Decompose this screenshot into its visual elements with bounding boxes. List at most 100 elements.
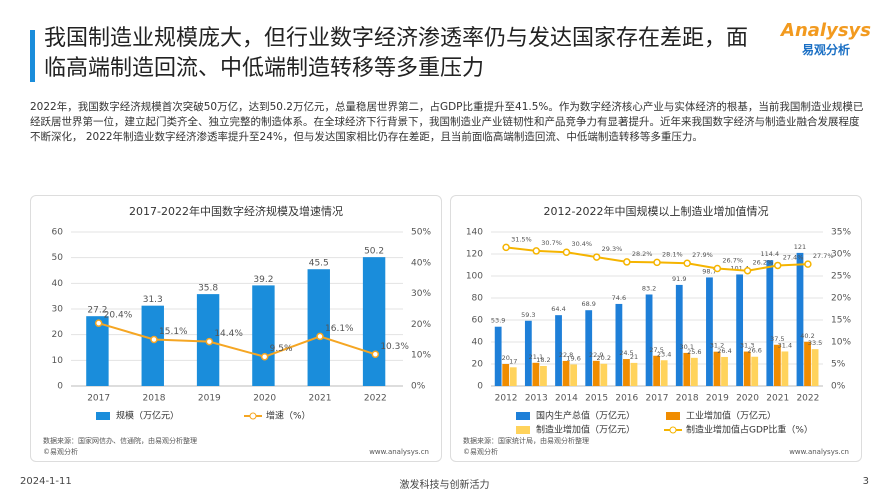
bar-label: 30.1 <box>680 343 694 351</box>
bar <box>796 252 804 386</box>
chart: 2012-2022年中国规模以上制造业增加值情况 0 20 40 60 80 100 120 1… <box>463 204 851 456</box>
y2-tick-label: 30% <box>831 250 851 260</box>
bar <box>524 320 532 386</box>
bar <box>713 351 721 386</box>
line-label: 28.2% <box>632 250 653 258</box>
bar-label: 27.5 <box>649 346 663 354</box>
bar-label: 24.5 <box>619 349 633 357</box>
bar <box>743 351 751 386</box>
x-tick-label: 2017 <box>87 394 110 404</box>
bar-label: 68.9 <box>581 300 595 308</box>
line-point <box>683 259 691 267</box>
paragraph: 2022年，我国数字经济规模首次突破50万亿，达到50.2万亿元，总量稳居世界第… <box>30 101 864 143</box>
bar-label: 35.8 <box>198 284 218 294</box>
bar <box>766 260 774 386</box>
y2-tick-label: 0% <box>831 382 846 392</box>
bar <box>585 310 593 386</box>
legend-label: 规模（万亿元） <box>116 410 179 422</box>
source-note: 数据来源：国家网信办、信通院，由易观分析整理 <box>43 436 197 445</box>
y-tick-label: 40 <box>52 279 64 289</box>
line-label: 20.4% <box>104 311 133 321</box>
bar <box>600 363 608 386</box>
line-point <box>150 335 158 344</box>
bar-label: 33.5 <box>808 339 822 347</box>
y-tick-label: 140 <box>466 228 483 238</box>
bar <box>362 257 386 386</box>
x-tick-label: 2019 <box>706 394 729 404</box>
x-tick-label: 2021 <box>766 394 789 404</box>
bar-label: 50.2 <box>364 247 384 257</box>
line-label: 29.3% <box>602 245 623 253</box>
y2-tick-label: 30% <box>411 289 431 299</box>
legend-label: 制造业增加值占GDP比重（%） <box>686 424 813 436</box>
bar <box>540 365 547 386</box>
footer-slogan: 激发科技与创新活力 <box>399 480 490 491</box>
line-label: 28.1% <box>662 250 683 258</box>
y2-tick-label: 20% <box>831 294 851 304</box>
legend-label: 工业增加值（万亿元） <box>686 410 776 422</box>
line-point <box>371 350 380 359</box>
y-tick-label: 100 <box>466 272 483 282</box>
x-tick-label: 2020 <box>253 394 276 404</box>
source-note: 数据来源：国家统计局，由易观分析整理 <box>463 436 589 445</box>
bar-label: 27.2 <box>87 306 107 316</box>
line-point <box>532 247 541 255</box>
bar-label: 20 <box>502 354 510 362</box>
bar-label: 22.8 <box>559 351 573 359</box>
bar-label: 114.4 <box>760 250 779 258</box>
x-tick-label: 2018 <box>676 394 699 404</box>
bar <box>811 349 819 386</box>
line-point <box>260 352 269 361</box>
bar-label: 101.4 <box>730 264 749 272</box>
line-label: 26.2% <box>753 259 774 267</box>
line-point <box>592 253 601 261</box>
bar <box>721 356 728 386</box>
bar-label: 21.1 <box>529 353 543 361</box>
line-label: 31.5% <box>511 235 532 243</box>
bar-label: 22.9 <box>589 351 603 359</box>
legend-swatch <box>666 412 680 420</box>
y-tick-label: 10 <box>52 356 64 366</box>
y2-tick-label: 20% <box>411 320 431 330</box>
bar <box>675 284 683 386</box>
y-tick-label: 20 <box>472 360 484 370</box>
legend-swatch <box>516 412 530 420</box>
line-point <box>205 337 214 346</box>
website: www.analysys.cn <box>789 448 849 456</box>
bar <box>630 362 638 386</box>
x-tick-label: 2014 <box>555 394 578 404</box>
x-tick-label: 2015 <box>585 394 608 404</box>
copyright: ©易观分析 <box>43 447 78 456</box>
y2-tick-label: 0% <box>411 382 426 392</box>
line-label: 30.4% <box>571 240 592 248</box>
x-tick-label: 2019 <box>198 394 221 404</box>
bar-label: 121 <box>794 243 806 251</box>
bar <box>86 316 109 386</box>
x-tick-label: 2020 <box>736 394 759 404</box>
legend-label: 增速（%） <box>266 410 311 422</box>
bar-label: 18.2 <box>536 356 550 364</box>
website: www.analysys.cn <box>369 448 429 456</box>
line-label: 16.1% <box>325 324 354 334</box>
bar-label: 17 <box>509 357 517 365</box>
line-label: 27.9% <box>692 251 713 259</box>
page-number: 3 <box>862 476 869 487</box>
legend-swatch <box>516 426 530 434</box>
line-point <box>502 243 510 252</box>
bar <box>615 303 623 386</box>
bar <box>141 305 164 386</box>
bar <box>751 356 759 386</box>
bar <box>804 341 811 386</box>
chart-title: 2012-2022年中国规模以上制造业增加值情况 <box>544 204 769 218</box>
bar <box>645 294 653 386</box>
bar <box>307 269 330 386</box>
chart-box: 2012-2022年中国规模以上制造业增加值情况 0 20 40 60 80 100 120 1… <box>450 195 862 462</box>
y2-tick-label: 25% <box>831 272 851 282</box>
y-tick-label: 80 <box>472 294 484 304</box>
bar-label: 26.4 <box>717 347 731 355</box>
x-tick-label: 2021 <box>309 394 332 404</box>
line-point <box>316 332 324 341</box>
y-tick-label: 120 <box>466 250 483 260</box>
y2-tick-label: 35% <box>831 228 851 238</box>
x-tick-label: 2012 <box>495 394 518 404</box>
